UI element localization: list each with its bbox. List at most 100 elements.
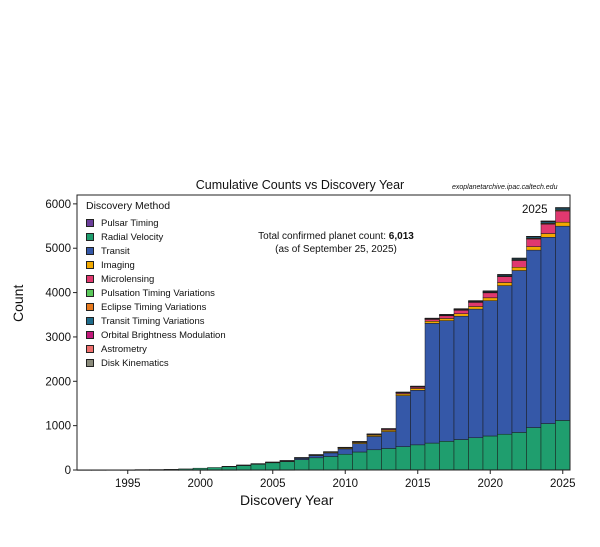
bar-segment-orbital-brightness-modulation-2011 — [352, 441, 368, 443]
legend-item-disk-kinematics: Disk Kinematics — [86, 356, 226, 370]
bar-segment-microlensing-2025 — [555, 210, 571, 223]
legend-swatch — [86, 219, 94, 227]
bar-segment-orbital-brightness-modulation-2012 — [366, 433, 382, 435]
legend-item-transit-timing-variations: Transit Timing Variations — [86, 314, 226, 328]
legend-swatch — [86, 275, 94, 283]
bar-segment-microlensing-2004 — [250, 463, 266, 465]
x-tick-label: 2020 — [477, 478, 503, 490]
bar-segment-radial-velocity-2005 — [265, 462, 281, 471]
legend-swatch — [86, 289, 94, 297]
bar-segment-radial-velocity-2016 — [424, 442, 440, 470]
bar-segment-radial-velocity-2017 — [439, 441, 455, 470]
bar-segment-orbital-brightness-modulation-2020 — [482, 290, 498, 292]
source-label: exoplanetarchive.ipac.caltech.edu — [452, 184, 558, 191]
bar-segment-transit-2015 — [410, 390, 426, 446]
bar-segment-radial-velocity-2004 — [250, 463, 266, 471]
bar-segment-orbital-brightness-modulation-2022 — [511, 257, 527, 259]
bar-segment-imaging-2022 — [511, 267, 527, 271]
legend-label: Eclipse Timing Variations — [101, 301, 207, 313]
bar-segment-radial-velocity-2006 — [279, 461, 295, 471]
legend-item-eclipse-timing-variations: Eclipse Timing Variations — [86, 300, 226, 314]
legend-label: Radial Velocity — [101, 231, 164, 243]
bar-segment-pulsation-timing-variations-2008 — [308, 454, 324, 456]
legend-swatch — [86, 345, 94, 353]
bar-segment-microlensing-2020 — [482, 292, 498, 299]
bar-segment-radial-velocity-2021 — [497, 433, 513, 470]
legend-label: Pulsar Timing — [101, 217, 159, 229]
bar-segment-imaging-2017 — [439, 318, 455, 321]
x-tick-label: 2015 — [405, 478, 431, 490]
total-count-value: 6,013 — [388, 231, 414, 242]
bar-segment-transit-2025 — [555, 225, 571, 421]
y-axis-label: Count — [10, 284, 26, 322]
legend-item-pulsar-timing: Pulsar Timing — [86, 216, 226, 230]
legend-swatch — [86, 317, 94, 325]
bar-segment-microlensing-2003 — [236, 464, 252, 466]
bar-segment-transit-2021 — [497, 285, 513, 435]
bar-segment-imaging-2023 — [526, 246, 542, 251]
legend-label: Pulsation Timing Variations — [101, 287, 215, 299]
legend-label: Transit Timing Variations — [101, 315, 205, 327]
bar-segment-imaging-2021 — [497, 282, 513, 286]
legend-label: Microlensing — [101, 273, 155, 285]
bar-segment-orbital-brightness-modulation-2015 — [410, 385, 426, 387]
bar-segment-radial-velocity-2014 — [395, 446, 411, 470]
x-tick-label: 2000 — [187, 478, 213, 490]
bar-segment-astrometry-2023 — [526, 236, 542, 237]
total-count-label: Total confirmed planet count: — [258, 231, 387, 242]
x-tick-label: 1995 — [115, 478, 141, 490]
bar-segment-orbital-brightness-modulation-2013 — [381, 428, 397, 430]
bar-segment-orbital-brightness-modulation-2021 — [497, 274, 513, 276]
bar-segment-radial-velocity-2018 — [453, 439, 469, 470]
bar-segment-microlensing-2005 — [265, 461, 281, 463]
y-tick-label: 5000 — [45, 243, 71, 255]
bar-segment-transit-2018 — [453, 315, 469, 440]
bar-segment-radial-velocity-2008 — [308, 457, 324, 471]
bar-segment-imaging-2020 — [482, 297, 498, 301]
bar-segment-pulsation-timing-variations-2009 — [323, 451, 339, 453]
plot-frame — [76, 194, 571, 471]
legend-item-transit: Transit — [86, 244, 226, 258]
bar-segment-transit-2019 — [468, 308, 484, 439]
legend-label: Orbital Brightness Modulation — [101, 329, 226, 341]
bar-segment-transit-2012 — [366, 436, 382, 451]
y-tick-label: 1000 — [45, 421, 71, 433]
bar-segment-disk-kinematics-2025 — [555, 207, 571, 209]
bar-segment-imaging-2025 — [555, 221, 571, 227]
x-tick-label: 2025 — [550, 478, 576, 490]
bar-segment-imaging-2014 — [395, 393, 411, 396]
legend-swatch — [86, 331, 94, 339]
bar-segment-orbital-brightness-modulation-2018 — [453, 308, 469, 310]
bar-segment-transit-2008 — [308, 455, 324, 459]
legend-label: Imaging — [101, 259, 135, 271]
bar-segment-microlensing-2022 — [511, 259, 527, 268]
legend-item-microlensing: Microlensing — [86, 272, 226, 286]
bar-segment-microlensing-2024 — [540, 223, 556, 234]
bar-segment-imaging-2016 — [424, 321, 440, 324]
legend-swatch — [86, 233, 94, 241]
legend-label: Astrometry — [101, 343, 147, 355]
bar-segment-microlensing-2019 — [468, 301, 484, 307]
x-tick-label: 2010 — [332, 478, 358, 490]
bar-segment-transit-2023 — [526, 249, 542, 428]
bar-segment-imaging-2018 — [453, 313, 469, 317]
bar-segment-radial-velocity-2022 — [511, 432, 527, 470]
bar-segment-imaging-2019 — [468, 306, 484, 310]
bar-segment-transit-2013 — [381, 431, 397, 449]
legend-item-radial-velocity: Radial Velocity — [86, 230, 226, 244]
legend-item-orbital-brightness-modulation: Orbital Brightness Modulation — [86, 328, 226, 342]
bar-segment-transit-2024 — [540, 237, 556, 424]
bar-segment-transit-2011 — [352, 443, 368, 453]
y-tick-label: 6000 — [45, 199, 71, 211]
y-tick-label: 3000 — [45, 332, 71, 344]
bar-segment-transit-2016 — [424, 323, 440, 444]
bar-segment-imaging-2024 — [540, 233, 556, 238]
x-axis-label: Discovery Year — [240, 492, 334, 508]
legend-swatch — [86, 303, 94, 311]
x-tick-label: 2005 — [260, 478, 286, 490]
legend-item-imaging: Imaging — [86, 258, 226, 272]
bar-segment-transit-2014 — [395, 395, 411, 447]
bar-segment-transit-2002 — [221, 466, 237, 468]
legend-label: Disk Kinematics — [101, 357, 169, 369]
